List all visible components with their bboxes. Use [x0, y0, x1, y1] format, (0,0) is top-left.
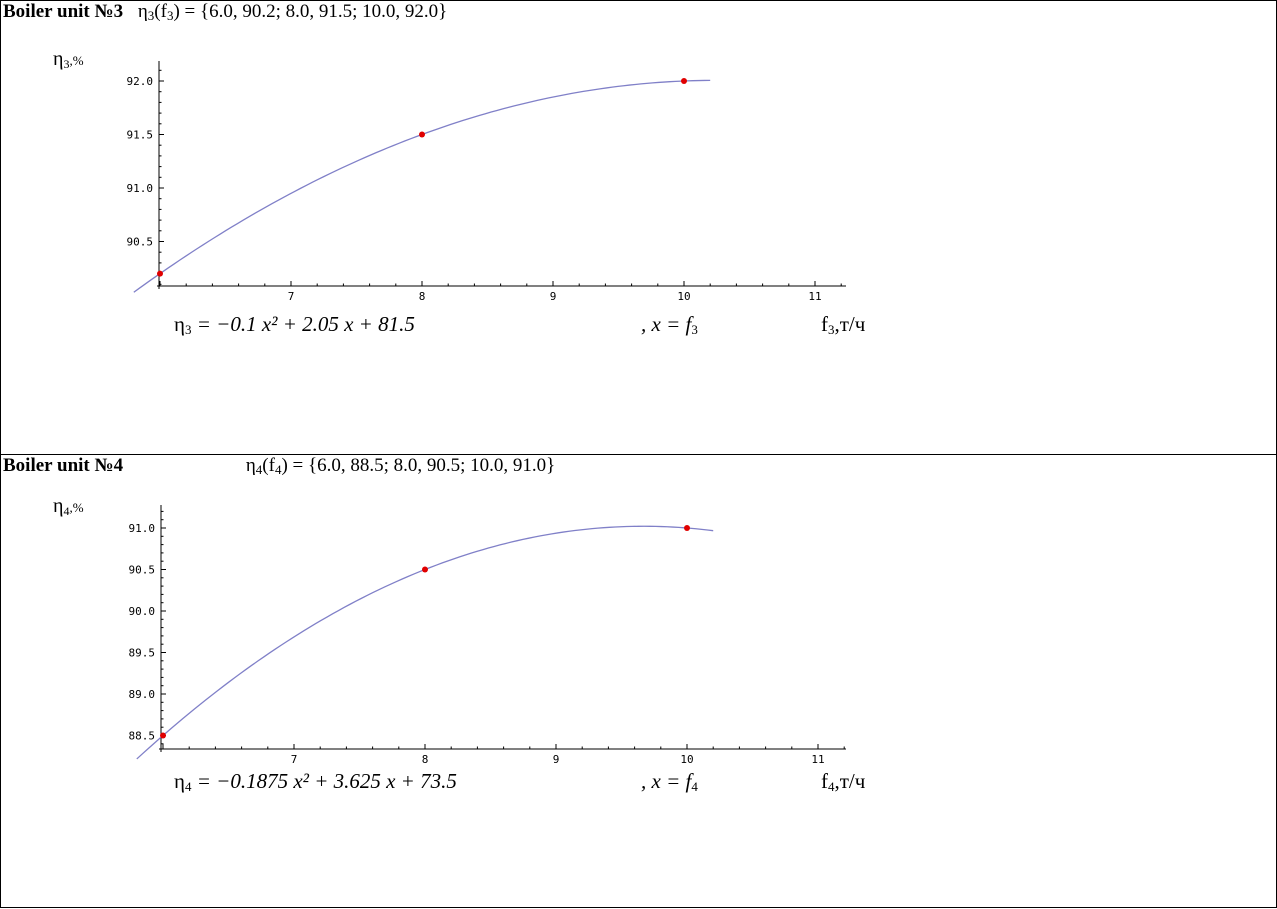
- x-tick-label: 7: [291, 753, 298, 766]
- fit-equation: η4 = −0.1875 x² + 3.625 x + 73.5: [174, 769, 457, 794]
- data-point: [419, 131, 425, 138]
- boiler-4-panel: Boiler unit №4 η4(f4) = {6.0, 88.5; 8.0,…: [0, 454, 1277, 908]
- x-definition: , x = f4: [641, 769, 698, 794]
- x-axis-label: f4,т/ч: [821, 769, 866, 794]
- boiler-3-formula: η3(f3) = {6.0, 90.2; 8.0, 91.5; 10.0, 92…: [137, 1, 448, 23]
- formula-arg: (f: [154, 1, 167, 22]
- boiler-3-panel: Boiler unit №3 η3(f3) = {6.0, 90.2; 8.0,…: [0, 0, 1277, 455]
- formula-data: ) = {6.0, 88.5; 8.0, 90.5; 10.0, 91.0}: [281, 455, 556, 476]
- x-tick-label: 8: [422, 753, 429, 766]
- x-tick-label: 10: [677, 290, 690, 303]
- formula-arg: (f: [262, 455, 275, 476]
- boiler-4-formula: η4(f4) = {6.0, 88.5; 8.0, 90.5; 10.0, 91…: [245, 455, 556, 477]
- fit-curve: [136, 525, 714, 760]
- y-tick-label: 91.5: [127, 129, 154, 142]
- data-point: [681, 78, 687, 84]
- y-tick-label: 88.5: [129, 730, 156, 743]
- x-axis-label: f3,т/ч: [821, 312, 866, 337]
- fit-curve: [133, 79, 711, 293]
- formula-eta-sub: 3: [147, 8, 155, 23]
- fit-equation: η3 = −0.1 x² + 2.05 x + 81.5: [174, 312, 415, 337]
- y-tick-label: 90.0: [129, 605, 156, 618]
- formula-eta: η: [137, 1, 148, 22]
- data-point: [684, 525, 690, 531]
- data-point: [157, 270, 163, 277]
- y-tick-label: 91.0: [127, 182, 154, 195]
- x-tick-label: 9: [550, 290, 557, 303]
- boiler-3-title: Boiler unit №3: [3, 1, 124, 22]
- formula-eta-sub: 4: [255, 462, 263, 477]
- x-tick-label: 8: [419, 290, 426, 303]
- x-tick-label: 9: [553, 753, 560, 766]
- y-tick-label: 89.0: [129, 688, 156, 701]
- y-tick-label: 91.0: [129, 522, 156, 535]
- formula-arg-sub: 3: [166, 8, 174, 23]
- boiler-4-title: Boiler unit №4: [3, 455, 124, 476]
- x-tick-label: 11: [811, 753, 824, 766]
- y-axis-label: η4,%: [53, 495, 84, 518]
- formula-eta: η: [245, 455, 256, 476]
- boiler-4-header: Boiler unit №4 η4(f4) = {6.0, 88.5; 8.0,…: [3, 455, 555, 478]
- boiler-3-chart: 7 8 9 10 11 90.5 91.0 91.5 92.0 η3,% η3 = −0.1 x² …: [53, 48, 866, 337]
- x-definition: , x = f3: [641, 312, 698, 337]
- y-tick-label: 89.5: [129, 647, 156, 660]
- formula-data: ) = {6.0, 90.2; 8.0, 91.5; 10.0, 92.0}: [173, 1, 448, 22]
- x-tick-label: 10: [680, 753, 693, 766]
- x-tick-label: 7: [288, 290, 295, 303]
- formula-arg-sub: 4: [274, 462, 282, 477]
- y-tick-label: 92.0: [127, 75, 154, 88]
- boiler-3-header: Boiler unit №3 η3(f3) = {6.0, 90.2; 8.0,…: [3, 1, 447, 24]
- y-tick-label: 90.5: [127, 236, 154, 249]
- boiler-4-chart: 7 8 9 10 11 88.5 89.0 89.5 90.0 90.5 91.0 η4,% η4 = …: [53, 495, 866, 794]
- y-tick-label: 90.5: [129, 564, 156, 577]
- data-point: [160, 732, 166, 739]
- data-point: [422, 566, 428, 573]
- x-tick-label: 11: [808, 290, 821, 303]
- y-axis-label: η3,%: [53, 48, 84, 71]
